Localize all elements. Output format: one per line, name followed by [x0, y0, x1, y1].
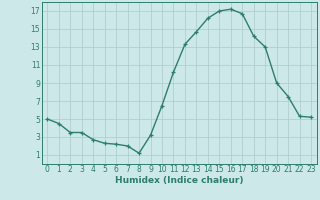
X-axis label: Humidex (Indice chaleur): Humidex (Indice chaleur) [115, 176, 244, 185]
